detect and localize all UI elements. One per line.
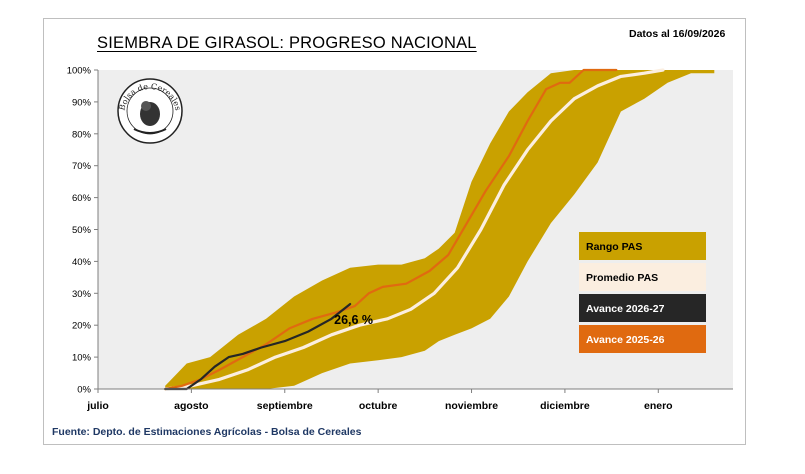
- y-tick-label: 30%: [72, 289, 92, 300]
- y-tick-label: 0%: [77, 385, 91, 396]
- legend-swatch-promedio-pas: [579, 263, 706, 291]
- y-tick-label: 90%: [72, 97, 92, 108]
- y-tick-label: 50%: [72, 225, 92, 236]
- y-tick-label: 70%: [72, 161, 92, 172]
- series-line-promedio-pas: [163, 68, 665, 391]
- y-tick-label: 40%: [72, 257, 92, 268]
- series-band-rango-pas: [165, 70, 715, 389]
- legend-label-promedio-pas: Promedio PAS: [586, 272, 658, 284]
- legend-swatch-rango-pas: [579, 232, 706, 260]
- x-tick-label: octubre: [359, 400, 398, 412]
- y-tick-label: 10%: [72, 353, 92, 364]
- data-date-label: Datos al 16/09/2026: [629, 28, 726, 40]
- x-tick-label: agosto: [174, 400, 208, 412]
- y-tick-label: 20%: [72, 321, 92, 332]
- series-line-avance-2025-26: [164, 68, 618, 391]
- x-tick-label: julio: [86, 400, 109, 412]
- x-tick-label: enero: [644, 400, 673, 412]
- legend-swatch-avance-2025-26: [579, 325, 706, 353]
- x-tick-label: noviembre: [445, 400, 498, 412]
- x-tick-label: diciembre: [540, 400, 590, 412]
- legend-label-avance-2025-26: Avance 2025-26: [586, 334, 665, 346]
- bolsa-de-cereales-logo: Bolsa de Cereales: [117, 78, 183, 144]
- legend-label-avance-2026-27: Avance 2026-27: [586, 303, 665, 315]
- y-tick-label: 80%: [72, 129, 92, 140]
- legend-swatch-avance-2026-27: [579, 294, 706, 322]
- x-tick-label: septiembre: [257, 400, 313, 412]
- chart-title: SIEMBRA DE GIRASOL: PROGRESO NACIONAL: [97, 34, 477, 52]
- y-tick-label: 100%: [67, 66, 92, 77]
- source-footer: Fuente: Depto. de Estimaciones Agrícolas…: [52, 426, 362, 438]
- y-tick-label: 60%: [72, 193, 92, 204]
- legend-label-rango-pas: Rango PAS: [586, 241, 642, 253]
- current-value-annotation: 26,6 %: [334, 313, 373, 327]
- series-line-avance-2026-27: [164, 303, 352, 391]
